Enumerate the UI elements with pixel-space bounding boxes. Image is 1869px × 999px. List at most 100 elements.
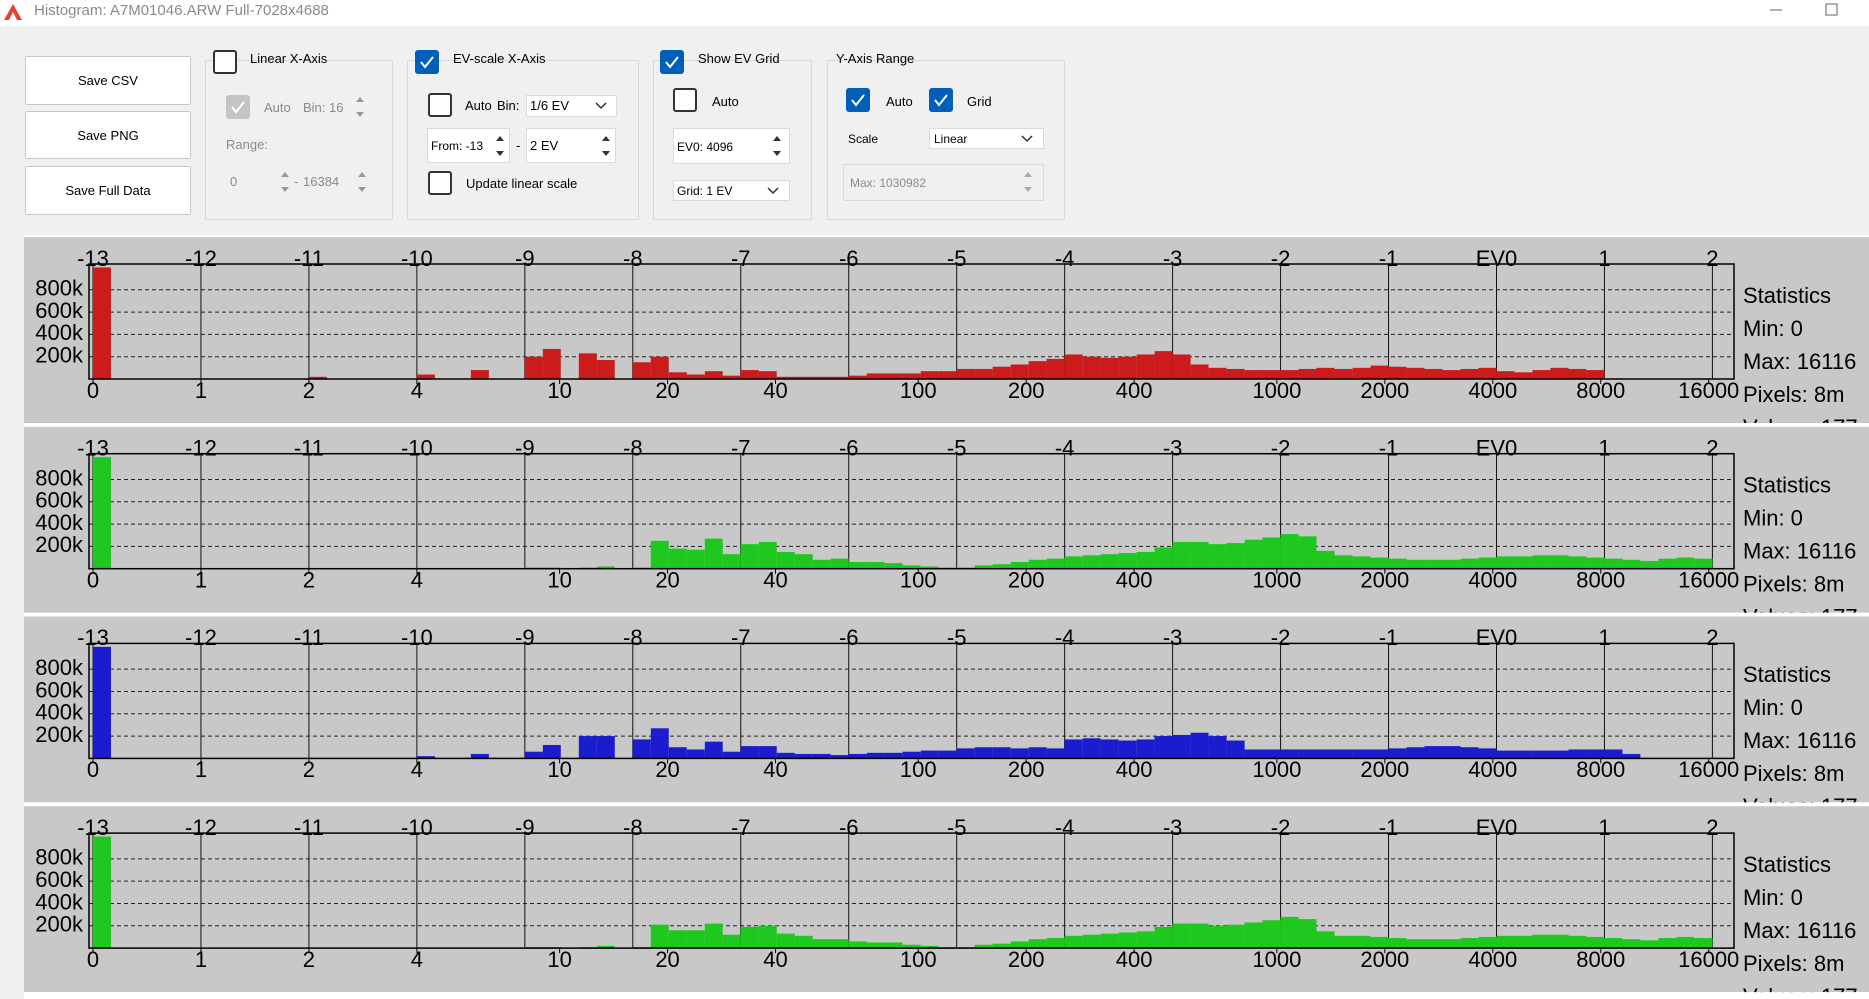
histogram-bar bbox=[830, 755, 849, 759]
spinner[interactable] bbox=[770, 129, 784, 163]
label: Auto bbox=[264, 100, 291, 115]
combo-value[interactable]: Linear bbox=[934, 132, 968, 146]
spin-box[interactable] bbox=[526, 128, 616, 163]
x2-tick-label: 4000 bbox=[1468, 757, 1517, 782]
spinner[interactable] bbox=[278, 166, 292, 198]
checkbox[interactable] bbox=[846, 88, 870, 112]
combo-value[interactable]: Grid: 1 EV bbox=[677, 184, 733, 198]
save-png-button[interactable]: Save PNG bbox=[25, 111, 191, 159]
x2-tick-label: 400 bbox=[1116, 757, 1153, 782]
combo-box[interactable] bbox=[673, 180, 790, 201]
group-title: Linear X-Axis bbox=[250, 51, 328, 66]
checkbox[interactable] bbox=[428, 171, 452, 195]
spin-box[interactable] bbox=[843, 164, 1044, 201]
histogram-bar bbox=[794, 753, 813, 759]
histogram-bar bbox=[650, 540, 669, 569]
histogram-bar bbox=[704, 371, 723, 379]
spin-value[interactable]: 0 bbox=[230, 174, 238, 189]
histogram-bar bbox=[1406, 559, 1425, 569]
histogram-bar bbox=[1172, 541, 1191, 569]
label: Auto bbox=[712, 94, 739, 109]
histogram-panel: -13 -12 -11 -10 -9 -8 -7 -6 -5 -4 -3 -2 -1 EV0 1 2200k4… bbox=[24, 616, 1869, 803]
spinner[interactable] bbox=[353, 91, 367, 123]
checkbox[interactable] bbox=[226, 95, 250, 119]
histogram-bar bbox=[758, 371, 777, 379]
histogram-bar bbox=[1676, 936, 1695, 949]
histogram-bar bbox=[1154, 736, 1173, 759]
y-tick-label: 800k bbox=[35, 276, 84, 301]
checkbox[interactable] bbox=[929, 88, 953, 112]
chevron bbox=[1021, 135, 1033, 143]
spin-box[interactable] bbox=[427, 128, 510, 163]
checkbox[interactable] bbox=[213, 50, 237, 74]
histogram-bar bbox=[1280, 749, 1299, 759]
histogram-bar bbox=[1280, 534, 1299, 569]
group-box bbox=[827, 60, 1065, 220]
histogram-bar bbox=[902, 373, 921, 379]
histogram-bar bbox=[740, 370, 759, 379]
spinner[interactable] bbox=[493, 129, 507, 163]
histogram-bar bbox=[776, 551, 795, 569]
histogram-bar bbox=[1010, 562, 1029, 569]
histogram-bar bbox=[992, 943, 1011, 949]
combo-box[interactable] bbox=[929, 128, 1044, 149]
histogram-bar bbox=[848, 562, 867, 569]
statistics-text: Values: 177 bbox=[1743, 984, 1858, 999]
x2-tick-label: 100 bbox=[900, 568, 937, 593]
histogram-bar bbox=[1694, 938, 1713, 949]
x2-tick-label: 2 bbox=[303, 568, 315, 593]
spin-box[interactable] bbox=[673, 128, 790, 164]
statistics-text: Statistics bbox=[1743, 283, 1831, 308]
histogram-bar bbox=[1334, 935, 1353, 949]
histogram-bar bbox=[740, 544, 759, 569]
x2-tick-label: 2 bbox=[303, 378, 315, 403]
checkbox[interactable] bbox=[660, 50, 684, 74]
x2-tick-label: 200 bbox=[1008, 947, 1045, 972]
spinner[interactable] bbox=[1021, 165, 1035, 199]
chevron bbox=[595, 102, 607, 110]
spinner[interactable] bbox=[355, 166, 369, 198]
histogram-bar bbox=[1532, 934, 1551, 949]
histogram-bar bbox=[686, 549, 705, 569]
window-buttons[interactable] bbox=[1766, 2, 1856, 22]
histogram-bar bbox=[596, 945, 615, 949]
histogram-bar bbox=[1172, 734, 1191, 759]
spin-value[interactable]: Max: 1030982 bbox=[850, 176, 927, 190]
y-tick-label: 200k bbox=[35, 912, 84, 937]
spin-value[interactable]: EV0: 4096 bbox=[677, 140, 734, 154]
histogram-bar bbox=[1604, 558, 1623, 569]
y-tick-label: 400k bbox=[35, 320, 84, 345]
spin-value[interactable]: 2 EV bbox=[530, 138, 559, 153]
x2-tick-label: 4000 bbox=[1468, 568, 1517, 593]
histogram-bar bbox=[1100, 554, 1119, 569]
checkbox[interactable] bbox=[428, 93, 452, 117]
histogram-bar bbox=[1352, 749, 1371, 759]
histogram-bar bbox=[1064, 739, 1083, 759]
x2-tick-label: 1000 bbox=[1252, 947, 1301, 972]
histogram-bar bbox=[1514, 556, 1533, 569]
x2-tick-label: 2 bbox=[303, 757, 315, 782]
combo-box[interactable] bbox=[526, 95, 617, 117]
spin-value[interactable]: From: -13 bbox=[431, 139, 484, 153]
histogram-bar bbox=[542, 348, 561, 379]
combo-value[interactable]: 1/6 EV bbox=[530, 98, 570, 113]
checkbox[interactable] bbox=[673, 88, 697, 112]
x2-tick-label: 16000 bbox=[1678, 378, 1739, 403]
save-full-data-button[interactable]: Save Full Data bbox=[25, 166, 191, 215]
y-tick-label: 600k bbox=[35, 298, 84, 323]
histogram-bar bbox=[1424, 939, 1443, 949]
histogram-bar bbox=[1406, 939, 1425, 949]
histogram-bar bbox=[740, 926, 759, 949]
histogram-bar bbox=[722, 375, 741, 379]
checkbox[interactable] bbox=[415, 50, 439, 74]
histogram-bar bbox=[1046, 558, 1065, 569]
spin-value[interactable]: 16384 bbox=[303, 174, 340, 189]
histogram-bar bbox=[1568, 935, 1587, 949]
histogram-bar bbox=[93, 267, 112, 379]
spinner[interactable] bbox=[599, 129, 613, 163]
histogram-bar bbox=[1442, 746, 1461, 759]
histogram-bar bbox=[1262, 370, 1281, 379]
histogram-bar bbox=[650, 924, 669, 949]
save-csv-button[interactable]: Save CSV bbox=[25, 56, 191, 105]
histogram-bar bbox=[1280, 370, 1299, 379]
